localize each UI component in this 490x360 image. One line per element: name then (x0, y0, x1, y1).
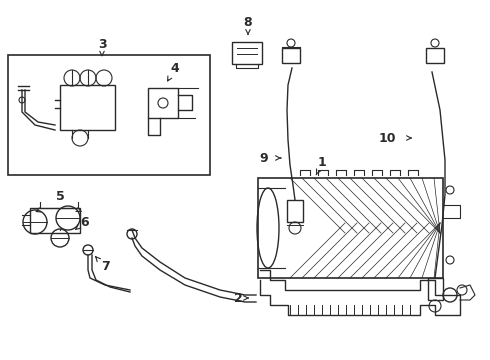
Bar (60, 85, 115, 130)
Text: 3: 3 (98, 39, 106, 56)
Text: 9: 9 (259, 152, 268, 165)
Text: 7: 7 (96, 257, 109, 274)
Text: 8: 8 (244, 15, 252, 34)
Bar (232, 42, 262, 64)
Text: 2: 2 (234, 292, 248, 305)
Bar (282, 48, 300, 63)
Bar (258, 178, 443, 278)
Bar (30, 208, 80, 233)
Text: 5: 5 (56, 190, 64, 203)
Text: 10: 10 (378, 131, 396, 144)
Bar (426, 48, 444, 63)
Bar (148, 88, 178, 118)
Text: 4: 4 (168, 62, 179, 81)
Bar (428, 278, 443, 300)
Text: 6: 6 (75, 216, 89, 230)
Bar (287, 200, 303, 222)
Bar (8, 55, 210, 175)
Text: 1: 1 (316, 157, 326, 175)
